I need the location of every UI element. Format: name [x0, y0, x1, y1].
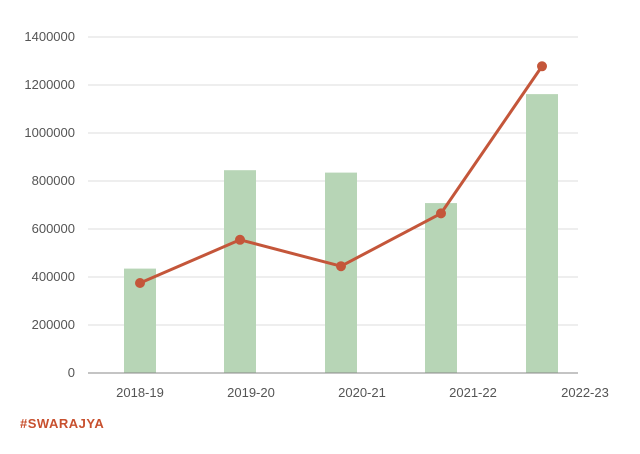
line-point-2021-22: [436, 208, 446, 219]
line-point-2022-23: [537, 61, 547, 72]
bar-2022-23: [526, 94, 558, 374]
y-tick-label: 0: [68, 365, 75, 380]
y-tick-label: 600000: [32, 221, 75, 236]
x-tick-label: 2022-23: [561, 385, 609, 400]
x-tick-label: 2018-19: [116, 385, 164, 400]
y-tick-label: 1000000: [24, 125, 75, 140]
x-tick-label: 2021-22: [449, 385, 497, 400]
x-axis-tick-labels: 2018-19 2019-20 2020-21 2021-22 2022-23: [116, 385, 609, 400]
swarajya-logo: #SWARAJYA: [20, 416, 105, 431]
line-series: [135, 61, 547, 288]
line-point-2020-21: [336, 261, 346, 272]
y-tick-label: 1400000: [24, 29, 75, 44]
bar-series: [124, 94, 558, 374]
bar-2019-20: [224, 170, 256, 373]
y-axis-tick-labels: 0 200000 400000 600000 800000 1000000 1200000 1…: [24, 29, 75, 380]
y-tick-label: 1200000: [24, 77, 75, 92]
y-tick-label: 200000: [32, 317, 75, 332]
bar-2021-22: [425, 203, 457, 373]
bar-2020-21: [325, 172, 357, 373]
y-tick-label: 800000: [32, 173, 75, 188]
x-tick-label: 2020-21: [338, 385, 386, 400]
line-point-2018-19: [135, 278, 145, 288]
y-tick-label: 400000: [32, 269, 75, 284]
x-tick-label: 2019-20: [227, 385, 275, 400]
line-point-2019-20: [235, 234, 245, 245]
